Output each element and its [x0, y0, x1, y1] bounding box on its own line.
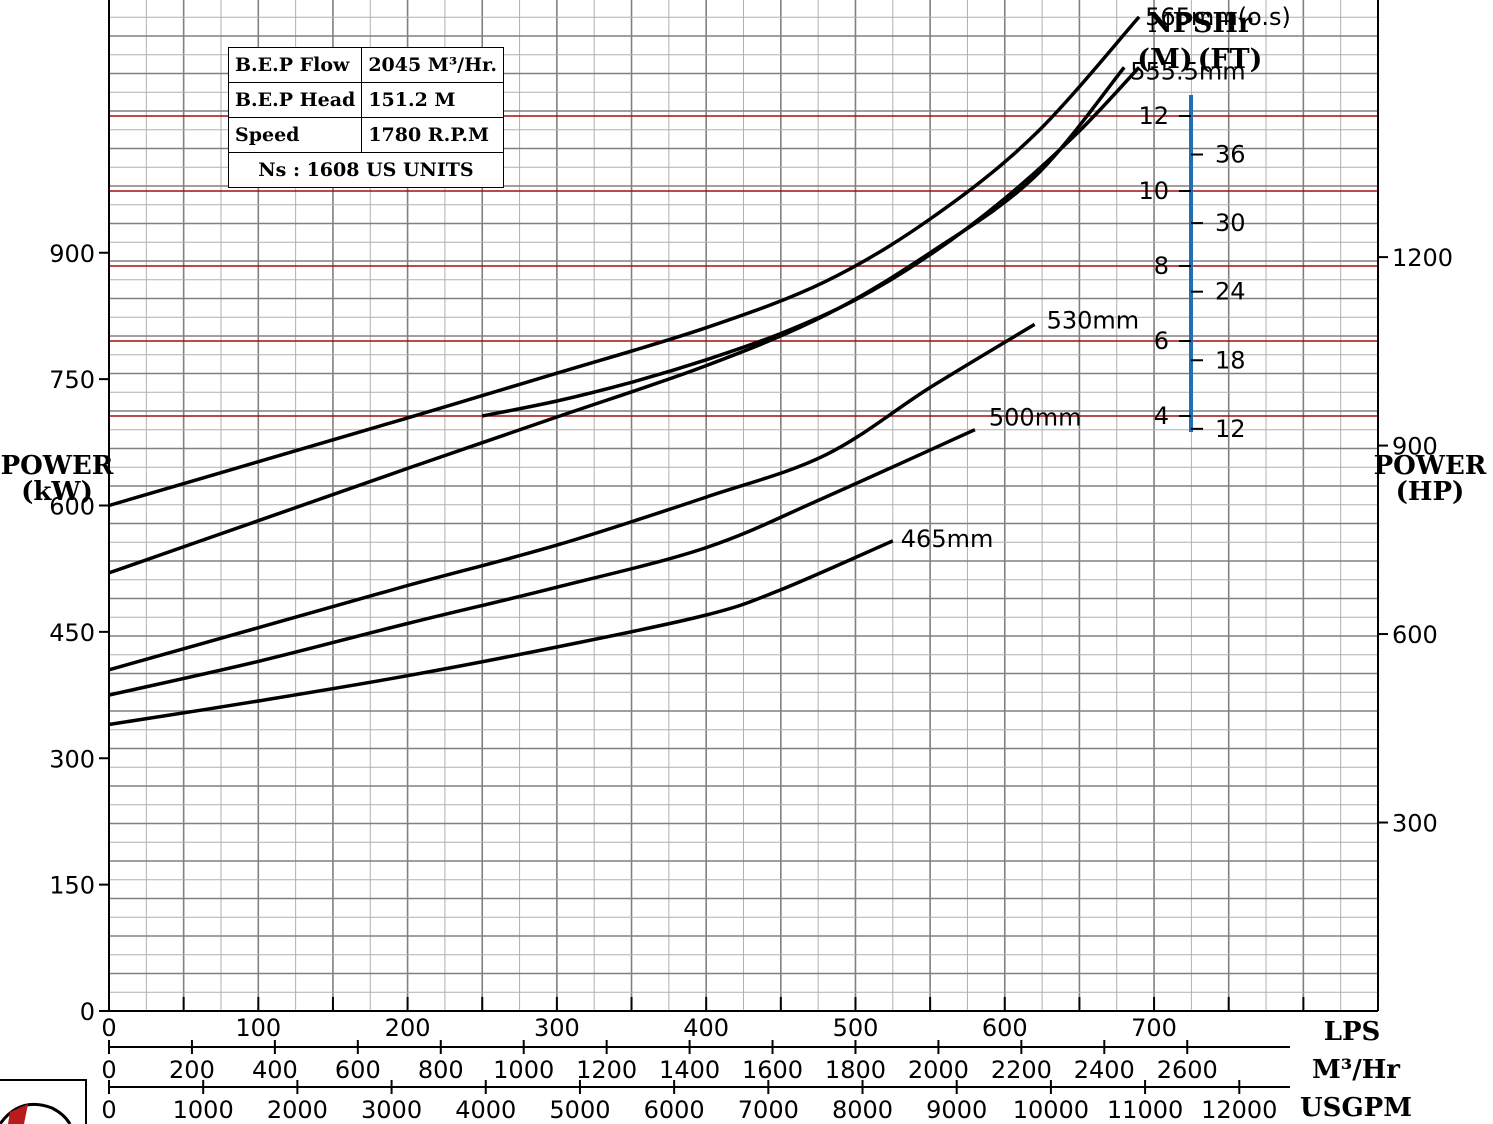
bep-row-value: 151.2 M: [361, 82, 504, 118]
hp-tick-label: 600: [1392, 621, 1438, 649]
power-curve: [108, 539, 894, 727]
usgpm-tick-label: 12000: [1201, 1096, 1277, 1124]
npsh-ft-label: (FT): [1198, 44, 1263, 75]
kw-tick-label: 0: [80, 998, 95, 1026]
bep-row-value: 2045 M³/Hr.: [361, 47, 504, 83]
usgpm-tick-label: 3000: [361, 1096, 422, 1124]
bep-row-label: B.E.P Head: [227, 82, 363, 118]
bep-row-value: 1780 R.P.M: [361, 117, 504, 153]
lps-tick-label: 600: [982, 1014, 1028, 1042]
npsh-ft-tick-label: 24: [1215, 278, 1246, 306]
kw-tick-label: 300: [49, 745, 95, 773]
usgpm-tick-label: 1000: [173, 1096, 234, 1124]
bep-info-table: B.E.P Flow 2045 M³/Hr. B.E.P Head 151.2 …: [227, 47, 504, 188]
npsh-m-tick-label: 6: [1154, 327, 1169, 355]
power-kw-title: POWER: [1, 451, 114, 481]
npsh-m-tick-label: 4: [1154, 402, 1169, 430]
usgpm-tick-label: 7000: [738, 1096, 799, 1124]
m3hr-tick-label: 1400: [659, 1056, 720, 1084]
chart-axes: 01503004506007509003006009001200POWER(kW…: [1, 240, 1487, 1026]
power-curve: [108, 15, 1141, 508]
m3hr-tick-label: 1200: [576, 1056, 637, 1084]
bep-row: B.E.P Flow 2045 M³/Hr.: [227, 47, 504, 83]
hp-tick-label: 300: [1392, 810, 1438, 838]
kw-tick-label: 450: [49, 619, 95, 647]
npsh-m-tick-label: 10: [1138, 177, 1169, 205]
usgpm-tick-label: 2000: [267, 1096, 328, 1124]
m3hr-tick-label: 800: [418, 1056, 464, 1084]
lps-tick-label: 700: [1131, 1014, 1177, 1042]
lps-axis-title: LPS: [1324, 1017, 1381, 1047]
npsh-m-label: (M): [1137, 44, 1192, 75]
m3hr-tick-label: 200: [169, 1056, 215, 1084]
bep-row-label: Speed: [227, 117, 363, 153]
m3hr-tick-label: 600: [335, 1056, 381, 1084]
lps-tick-label: 300: [534, 1014, 580, 1042]
usgpm-tick-label: 9000: [926, 1096, 987, 1124]
hp-tick-label: 1200: [1392, 244, 1453, 272]
bep-row-label: B.E.P Flow: [227, 47, 363, 83]
lps-tick-label: 0: [101, 1014, 116, 1042]
curve-label: 465mm: [901, 525, 994, 553]
m3hr-tick-label: 1000: [493, 1056, 554, 1084]
usgpm-tick-label: 10000: [1013, 1096, 1089, 1124]
npsh-title: NPSHr: [1148, 8, 1253, 39]
kw-tick-label: 150: [49, 872, 95, 900]
usgpm-tick-label: 8000: [832, 1096, 893, 1124]
bep-row: B.E.P Head 151.2 M: [227, 82, 504, 118]
lps-tick-label: 200: [385, 1014, 431, 1042]
power-curve: [108, 428, 976, 697]
npsh-axis: 4 6 8 10 12 12 18 24 30 36 NPSHr (M) (FT): [1137, 8, 1262, 443]
kw-tick-label: 750: [49, 366, 95, 394]
npsh-m-tick-label: 12: [1138, 102, 1169, 130]
m3hr-tick-label: 1600: [742, 1056, 803, 1084]
specific-speed: Ns : 1608 US UNITS: [228, 152, 504, 188]
curve-label: 530mm: [1047, 306, 1140, 334]
usgpm-tick-label: 6000: [644, 1096, 705, 1124]
npsh-m-tick-label: 8: [1154, 252, 1169, 280]
power-hp-title: POWER: [1374, 451, 1487, 481]
npsh-ft-tick-label: 36: [1215, 141, 1246, 169]
m3hr-tick-label: 2200: [991, 1056, 1052, 1084]
power-curve: [108, 322, 1036, 672]
curve-label: 555.5mm: [1130, 57, 1245, 85]
m3hr-tick-label: 0: [101, 1056, 116, 1084]
npsh-curve: [481, 66, 1141, 418]
m3hr-tick-label: 1800: [825, 1056, 886, 1084]
lps-tick-label: 100: [235, 1014, 281, 1042]
usgpm-tick-label: 0: [101, 1096, 116, 1124]
kw-tick-label: 600: [49, 493, 95, 521]
npsh-ft-tick-label: 18: [1215, 346, 1246, 374]
m3hr-tick-label: 400: [252, 1056, 298, 1084]
bep-ns-row: Ns : 1608 US UNITS: [228, 152, 504, 188]
logo-fragment: [0, 1079, 87, 1124]
chart-labels: 0 100 200 300 400 500 600 700 LPS 0 200 400 600 800 10…: [101, 1014, 1412, 1124]
usgpm-axis-title: USGPM: [1300, 1093, 1412, 1123]
npsh-ft-tick-label: 12: [1215, 415, 1246, 443]
m3hr-tick-label: 2000: [908, 1056, 969, 1084]
m3hr-tick-label: 2600: [1157, 1056, 1218, 1084]
hp-tick-label: 900: [1392, 433, 1438, 461]
kw-tick-label: 900: [49, 240, 95, 268]
npsh-ft-tick-label: 30: [1215, 209, 1246, 237]
m3hr-tick-label: 2400: [1074, 1056, 1135, 1084]
power-kw-unit: (kW): [21, 477, 93, 507]
usgpm-tick-label: 4000: [455, 1096, 516, 1124]
lps-tick-label: 400: [683, 1014, 729, 1042]
lps-tick-label: 500: [833, 1014, 879, 1042]
usgpm-tick-label: 11000: [1107, 1096, 1183, 1124]
chart-curves: 565mm(o.s) 555.5mm 530mm 500mm 465mm: [108, 3, 1291, 727]
power-hp-unit: (HP): [1396, 477, 1465, 507]
curve-label: 565mm(o.s): [1145, 3, 1291, 31]
m3hr-axis-title: M³/Hr: [1312, 1055, 1400, 1085]
power-curve: [108, 66, 1126, 575]
bep-row: Speed 1780 R.P.M: [227, 117, 504, 153]
curve-label: 500mm: [989, 404, 1082, 432]
usgpm-tick-label: 5000: [549, 1096, 610, 1124]
